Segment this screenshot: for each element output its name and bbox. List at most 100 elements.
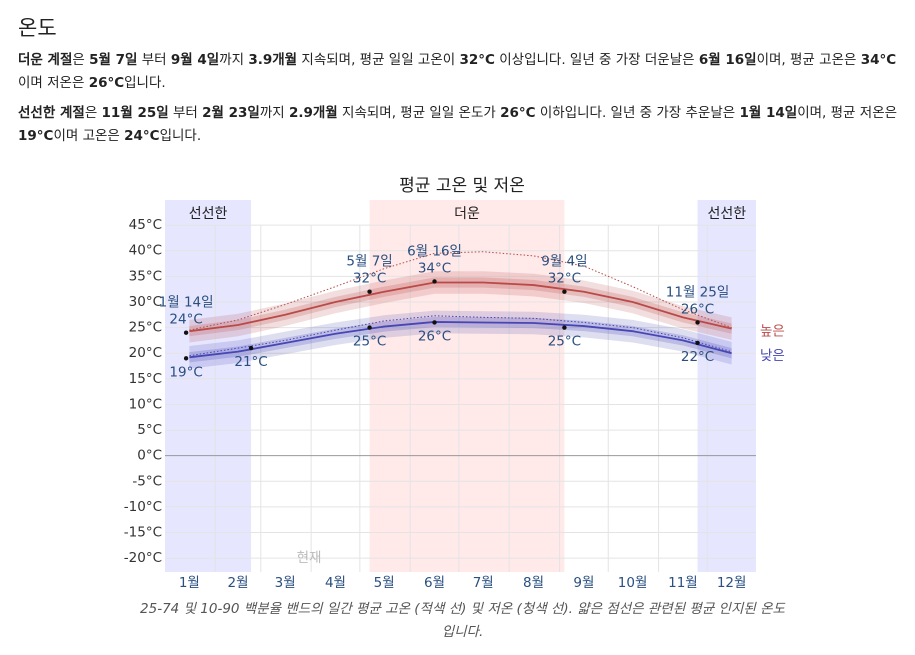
y-tick-label: -20°C <box>124 550 162 566</box>
text-run: 1월 14일 <box>739 105 798 121</box>
perceived-line <box>189 251 732 331</box>
annotation-point <box>695 320 700 325</box>
series-label: 낮은 <box>760 348 785 364</box>
band-10-90 <box>189 310 732 369</box>
text-run: 11월 25일 <box>101 105 169 121</box>
text-run: 32°C <box>459 52 495 68</box>
annotation-value: 25°C <box>548 334 581 350</box>
annotation-date: 1월 14일 <box>159 295 214 311</box>
text-run: 지속되며, 평균 일일 고온이 <box>297 52 460 68</box>
text-run: 2월 23일 <box>202 105 260 121</box>
perceived-line <box>189 315 732 357</box>
x-tick-label: 8월 <box>523 575 544 591</box>
text-run: 은 <box>84 105 102 121</box>
annotation-point <box>562 289 567 294</box>
text-run: 은 <box>72 52 90 68</box>
x-tick-label: 10월 <box>618 575 648 591</box>
y-tick-label: 0°C <box>137 448 162 464</box>
x-tick-label: 1월 <box>179 575 200 591</box>
series-line <box>189 321 732 359</box>
text-run: 9월 4일 <box>170 52 220 68</box>
text-run: 이며 저온은 <box>18 75 89 91</box>
text-run: 26°C <box>500 105 536 121</box>
y-tick-label: 5°C <box>137 422 162 438</box>
paragraph: 더운 계절은 5월 7일 부터 9월 4일까지 3.9개월 지속되며, 평균 일… <box>18 49 903 95</box>
text-run: 이며, 평균 저온은 <box>797 105 898 121</box>
y-tick-label: 10°C <box>129 396 162 412</box>
season-label: 선선한 <box>189 206 228 222</box>
x-tick-label: 9월 <box>573 575 594 591</box>
x-tick-label: 6월 <box>424 575 445 591</box>
series-label: 높은 <box>760 324 785 340</box>
text-run: 이며, 평균 고온은 <box>756 52 861 68</box>
annotation-point <box>695 340 700 346</box>
y-tick-label: 30°C <box>129 294 162 310</box>
annotation-date: 11월 25일 <box>666 284 730 300</box>
text-run: 3.9개월 <box>248 52 298 68</box>
text-run: 까지 <box>219 52 249 68</box>
text-run: 까지 <box>259 105 289 121</box>
y-tick-label: -5°C <box>132 473 162 489</box>
season-label: 더운 <box>454 206 480 222</box>
annotation-value: 32°C <box>353 271 386 287</box>
section-title: 온도 <box>18 16 57 40</box>
paragraph: 선선한 계절은 11월 25일 부터 2월 23일까지 2.9개월 지속되며, … <box>18 102 903 148</box>
annotation-value: 19°C <box>169 364 202 380</box>
annotation-point <box>183 330 189 335</box>
band-10-90 <box>189 271 732 343</box>
season-band <box>697 200 756 572</box>
y-tick-label: 45°C <box>129 217 162 233</box>
y-tick-label: 25°C <box>129 320 162 336</box>
x-tick-label: 3월 <box>275 575 296 591</box>
text-run: 더운 계절 <box>18 52 73 68</box>
y-tick-label: 20°C <box>129 345 162 361</box>
chart-caption: 25-74 및 10-90 백분율 밴드의 일간 평균 고온 (적색 선) 및 … <box>140 601 785 640</box>
text-run: 26°C <box>88 75 125 91</box>
annotation-date: 6월 16일 <box>407 243 462 259</box>
text-run: 부터 <box>168 105 203 121</box>
annotation-value: 24°C <box>169 312 202 328</box>
text-run: 이상입니다. 일년 중 가장 더운날은 <box>494 52 699 68</box>
annotation-value: 26°C <box>681 301 714 317</box>
annotation-point <box>432 320 437 325</box>
series-line <box>189 281 732 333</box>
y-tick-label: -10°C <box>124 499 162 515</box>
annotation-point <box>248 345 254 351</box>
text-run: 34°C <box>860 52 897 68</box>
now-label: 현재 <box>297 550 322 566</box>
y-tick-label: -15°C <box>124 525 162 541</box>
x-tick-label: 4월 <box>325 575 346 591</box>
x-tick-label: 11월 <box>668 575 698 591</box>
annotation-point <box>183 356 189 361</box>
text-run: 24°C <box>124 128 160 144</box>
text-run: 선선한 계절 <box>18 105 85 121</box>
annotation-value: 22°C <box>681 349 714 365</box>
y-tick-label: 15°C <box>129 371 162 387</box>
text-run: 이며 고온은 <box>53 128 125 144</box>
annotation-value: 34°C <box>418 260 451 276</box>
x-tick-label: 5월 <box>374 575 395 591</box>
season-band <box>165 200 252 572</box>
annotation-point <box>432 279 437 284</box>
annotation-date: 5월 7일 <box>346 254 392 270</box>
text-run: 6월 16일 <box>698 52 757 68</box>
annotation-value: 21°C <box>234 354 267 370</box>
annotation-point <box>562 325 567 330</box>
x-tick-label: 7월 <box>473 575 494 591</box>
annotation-value: 25°C <box>353 334 386 350</box>
season-band <box>369 200 565 572</box>
x-tick-label: 2월 <box>228 575 249 591</box>
text-run: 부터 <box>137 52 171 68</box>
text-run: 입니다. <box>124 75 166 91</box>
annotation-point <box>367 325 372 330</box>
text-run: 입니다. <box>159 128 202 144</box>
x-tick-label: 12월 <box>717 575 747 591</box>
chart-title: 평균 고온 및 저온 <box>399 176 525 196</box>
text-run: 이하입니다. 일년 중 가장 추운날은 <box>535 105 740 121</box>
annotation-value: 26°C <box>418 328 451 344</box>
band-25-75 <box>189 277 732 337</box>
text-run: 19°C <box>18 128 54 144</box>
annotation-value: 32°C <box>548 271 581 287</box>
